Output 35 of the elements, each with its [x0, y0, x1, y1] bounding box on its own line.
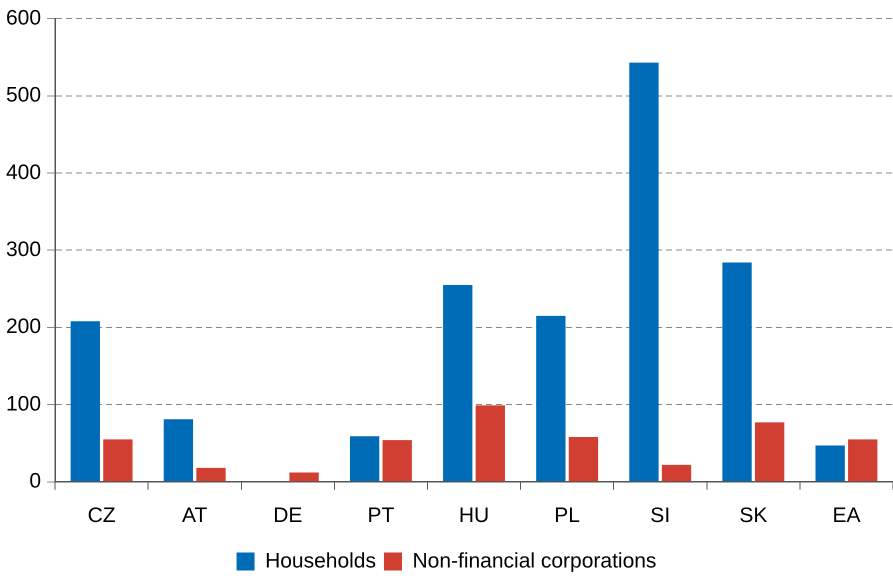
bar: [70, 321, 100, 482]
x-tick-label: PT: [367, 504, 394, 528]
bar: [103, 439, 133, 482]
x-tick-label: PL: [554, 504, 580, 528]
x-tick-label: AT: [182, 504, 208, 528]
x-tick-label: EA: [832, 504, 860, 528]
y-tick-label: 400: [6, 160, 42, 184]
bar: [754, 422, 784, 482]
bar: [476, 405, 505, 482]
bar: [289, 472, 319, 482]
legend-label: Households: [265, 549, 376, 572]
bar: [848, 439, 878, 482]
bar: [568, 437, 598, 482]
x-tick-label: SK: [739, 504, 768, 528]
x-tick-label: HU: [458, 504, 490, 528]
bar: [196, 468, 226, 482]
y-tick-label: 600: [6, 6, 42, 30]
bar: [722, 262, 752, 482]
bar: [536, 316, 566, 482]
x-tick-label: CZ: [88, 504, 116, 528]
y-tick-label: 500: [6, 84, 42, 107]
x-tick-label: DE: [273, 504, 302, 528]
y-tick-label: 100: [6, 392, 42, 416]
bar: [382, 440, 412, 482]
bar: [662, 464, 692, 482]
bar: [443, 284, 472, 482]
bar: [164, 419, 194, 482]
bar: [815, 446, 845, 482]
bar: [350, 436, 380, 482]
legend-label: Non-financial corporations: [412, 549, 656, 572]
y-tick-label: 300: [6, 238, 42, 261]
y-tick-label: 200: [6, 315, 42, 338]
x-tick-label: SI: [650, 504, 670, 528]
bar: [629, 62, 659, 482]
y-tick-label: 0: [29, 470, 42, 493]
